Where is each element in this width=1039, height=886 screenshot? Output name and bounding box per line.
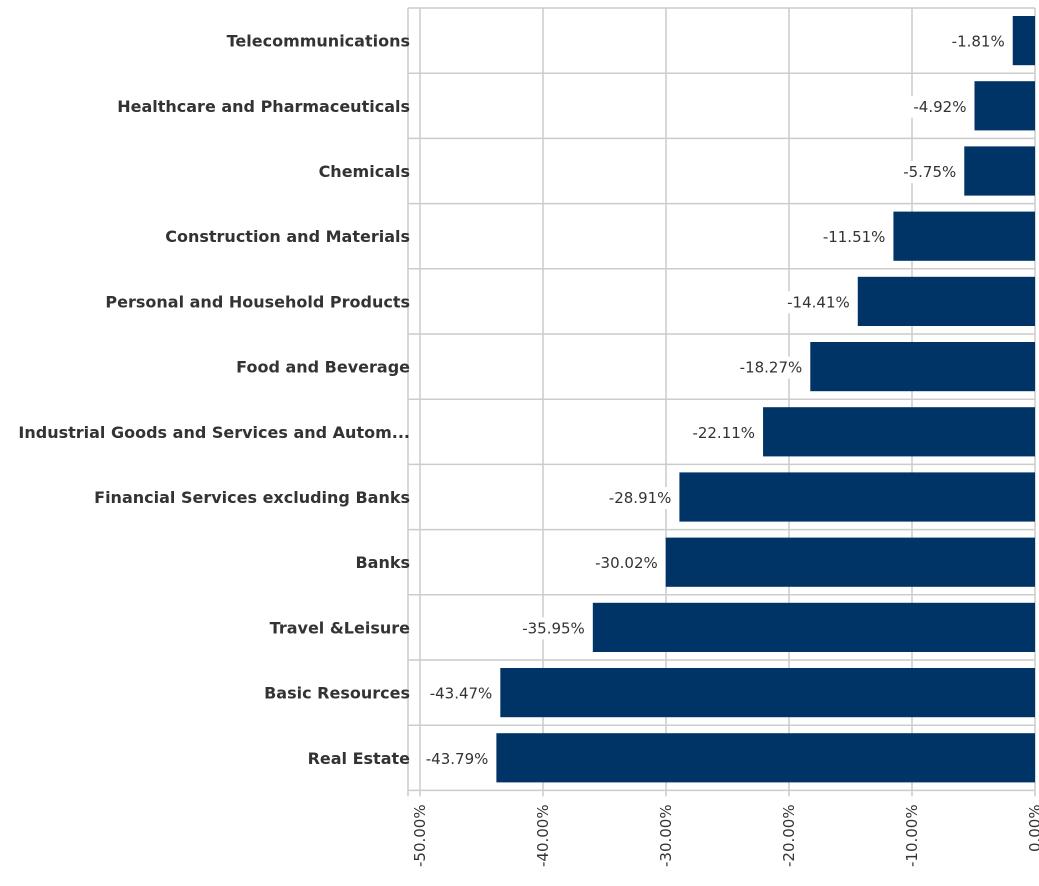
bars — [496, 16, 1036, 783]
bar — [810, 342, 1035, 392]
bar — [974, 81, 1035, 131]
category-label: Basic Resources — [264, 684, 410, 703]
value-label: -30.02% — [595, 554, 658, 572]
value-label: -14.41% — [787, 293, 850, 311]
category-label: Construction and Materials — [165, 227, 410, 246]
category-label: Chemicals — [319, 162, 410, 181]
category-label: Financial Services excluding Banks — [94, 488, 410, 507]
bar — [592, 602, 1035, 652]
bar — [964, 146, 1035, 196]
value-label: -1.81% — [952, 33, 1005, 51]
value-label: -4.92% — [913, 98, 966, 116]
value-label-background — [592, 552, 661, 575]
bar — [679, 472, 1035, 522]
value-label-background — [605, 487, 675, 509]
row-separators — [408, 7, 1035, 792]
value-labels: -1.81% -4.92% -5.75% -11.51% -14.41% -18.27% -… — [422, 30, 1008, 770]
category-label: Food and Beverage — [236, 358, 410, 377]
value-label: -28.91% — [609, 489, 672, 507]
x-tick-label: -30.00% — [657, 804, 675, 867]
value-label-background — [784, 291, 853, 314]
category-label: Personal and Household Products — [105, 292, 410, 311]
bar — [496, 733, 1035, 783]
category-label: Banks — [355, 553, 410, 572]
value-label: -5.75% — [903, 163, 956, 181]
category-label: Industrial Goods and Services and Autom.… — [18, 423, 410, 442]
x-tick-label: -40.00% — [534, 804, 552, 867]
value-label: -22.11% — [692, 424, 755, 442]
category-label: Travel &Leisure — [270, 618, 410, 637]
value-label-background — [736, 356, 806, 379]
value-label: -35.95% — [522, 619, 585, 637]
category-label: Healthcare and Pharmaceuticals — [117, 97, 410, 116]
x-tick-label: 0.00% — [1026, 804, 1039, 852]
bar — [763, 407, 1035, 457]
category-labels: Telecommunications Healthcare and Pharmac… — [18, 32, 410, 768]
bar — [500, 668, 1036, 718]
value-label-background — [689, 421, 759, 444]
value-label: -43.79% — [426, 750, 489, 768]
value-label-background — [910, 95, 970, 118]
bar — [665, 537, 1035, 587]
value-label-background — [426, 682, 496, 705]
x-axis-tick-labels: -50.00% -40.00% -30.00% -20.00% -10.00% 0.00% — [411, 804, 1039, 867]
value-label: -18.27% — [740, 359, 803, 377]
value-label: -43.47% — [430, 685, 493, 703]
value-label-background — [819, 226, 889, 249]
value-label-background — [519, 617, 588, 640]
value-label-background — [948, 30, 1008, 53]
x-tick-label: -20.00% — [780, 804, 798, 867]
value-label-background — [422, 747, 492, 770]
grid-lines — [407, 8, 1036, 797]
x-tick-label: -10.00% — [903, 804, 921, 867]
x-tick-label: -50.00% — [411, 804, 429, 867]
bar — [893, 211, 1035, 261]
category-label: Real Estate — [308, 749, 411, 768]
value-label-background — [900, 161, 960, 183]
bar — [857, 276, 1035, 326]
bar — [1012, 16, 1035, 66]
value-label: -11.51% — [823, 228, 886, 246]
category-label: Telecommunications — [227, 32, 410, 51]
